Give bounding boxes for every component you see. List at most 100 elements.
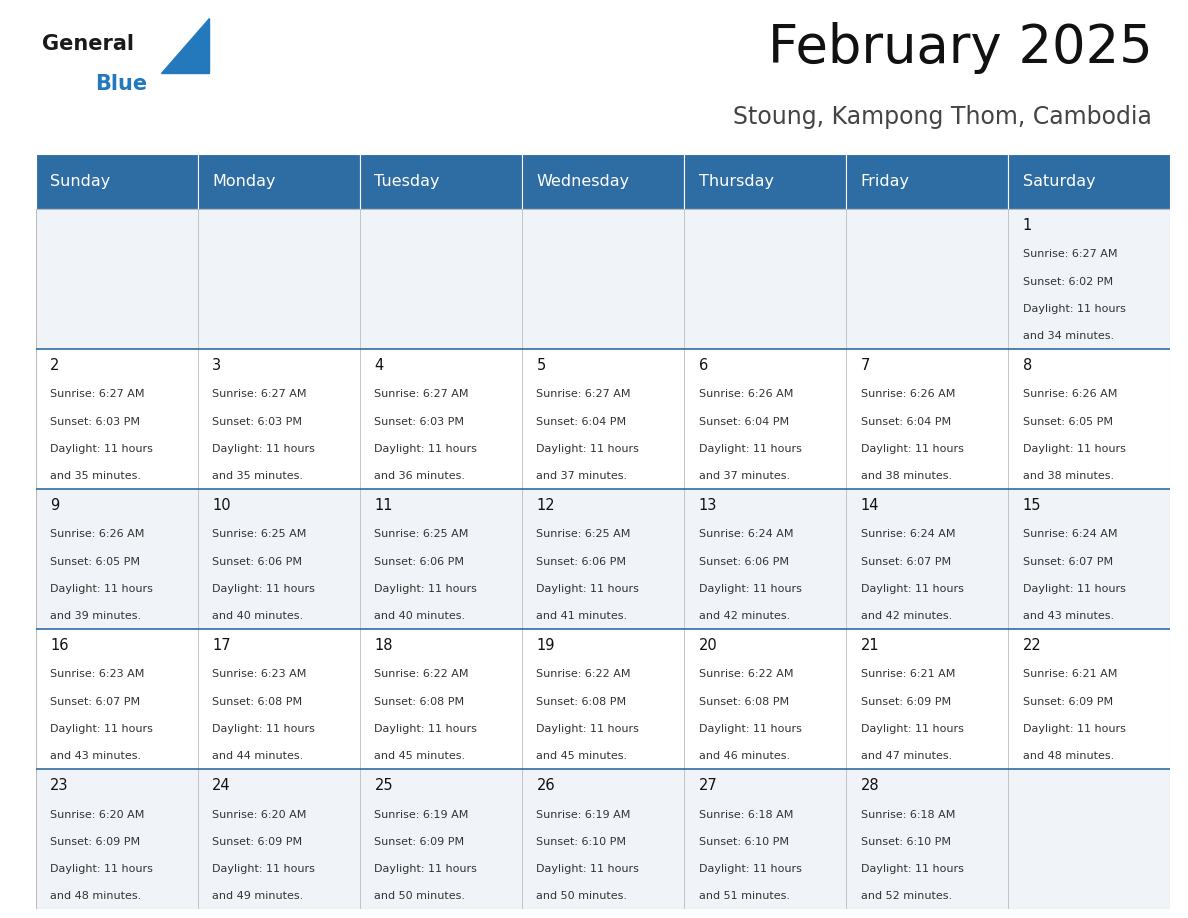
Text: Daylight: 11 hours: Daylight: 11 hours (374, 584, 478, 594)
Text: Sunset: 6:04 PM: Sunset: 6:04 PM (860, 417, 950, 427)
Bar (197, 768, 360, 909)
Text: and 48 minutes.: and 48 minutes. (50, 891, 141, 901)
Text: and 35 minutes.: and 35 minutes. (213, 471, 303, 481)
Text: Daylight: 11 hours: Daylight: 11 hours (213, 444, 315, 454)
Text: Sunrise: 6:24 AM: Sunrise: 6:24 AM (699, 530, 794, 540)
Text: Sunset: 6:09 PM: Sunset: 6:09 PM (1023, 697, 1113, 707)
Text: 26: 26 (537, 778, 555, 793)
Text: 25: 25 (374, 778, 393, 793)
Text: Sunset: 6:09 PM: Sunset: 6:09 PM (374, 837, 465, 846)
Bar (197, 349, 360, 488)
Text: Sunset: 6:03 PM: Sunset: 6:03 PM (213, 417, 302, 427)
Text: and 45 minutes.: and 45 minutes. (374, 752, 466, 761)
Bar (846, 488, 1009, 629)
Text: Sunset: 6:06 PM: Sunset: 6:06 PM (213, 556, 302, 566)
Text: Daylight: 11 hours: Daylight: 11 hours (1023, 304, 1125, 314)
Text: Daylight: 11 hours: Daylight: 11 hours (213, 724, 315, 734)
Text: and 36 minutes.: and 36 minutes. (374, 471, 466, 481)
Text: Sunrise: 6:18 AM: Sunrise: 6:18 AM (860, 810, 955, 820)
Bar (360, 488, 522, 629)
Text: Daylight: 11 hours: Daylight: 11 hours (213, 584, 315, 594)
Text: 7: 7 (860, 358, 870, 373)
Text: Stoung, Kampong Thom, Cambodia: Stoung, Kampong Thom, Cambodia (733, 105, 1152, 129)
Text: Sunrise: 6:18 AM: Sunrise: 6:18 AM (699, 810, 792, 820)
Text: 5: 5 (537, 358, 545, 373)
Bar (360, 768, 522, 909)
Bar (522, 488, 684, 629)
Text: and 40 minutes.: and 40 minutes. (213, 611, 303, 621)
Text: Daylight: 11 hours: Daylight: 11 hours (1023, 584, 1125, 594)
Bar (360, 629, 522, 768)
Text: Sunrise: 6:27 AM: Sunrise: 6:27 AM (50, 389, 145, 399)
Text: Daylight: 11 hours: Daylight: 11 hours (374, 724, 478, 734)
Text: February 2025: February 2025 (767, 22, 1152, 73)
Text: and 52 minutes.: and 52 minutes. (860, 891, 952, 901)
Text: 19: 19 (537, 638, 555, 653)
Text: Daylight: 11 hours: Daylight: 11 hours (537, 444, 639, 454)
Text: and 43 minutes.: and 43 minutes. (50, 752, 141, 761)
Bar (684, 768, 846, 909)
Text: Daylight: 11 hours: Daylight: 11 hours (537, 864, 639, 874)
Bar (522, 629, 684, 768)
Text: and 42 minutes.: and 42 minutes. (860, 611, 952, 621)
Bar (1009, 154, 1170, 208)
Text: Sunrise: 6:27 AM: Sunrise: 6:27 AM (374, 389, 469, 399)
Text: 18: 18 (374, 638, 393, 653)
Bar (36, 629, 197, 768)
Bar (197, 488, 360, 629)
Text: 12: 12 (537, 498, 555, 513)
Text: Sunset: 6:06 PM: Sunset: 6:06 PM (374, 556, 465, 566)
Text: Sunset: 6:03 PM: Sunset: 6:03 PM (374, 417, 465, 427)
Bar (197, 208, 360, 349)
Text: Sunrise: 6:26 AM: Sunrise: 6:26 AM (860, 389, 955, 399)
Text: 20: 20 (699, 638, 718, 653)
Text: Sunrise: 6:21 AM: Sunrise: 6:21 AM (860, 669, 955, 679)
Text: 3: 3 (213, 358, 221, 373)
Text: Sunset: 6:09 PM: Sunset: 6:09 PM (213, 837, 303, 846)
Text: 6: 6 (699, 358, 708, 373)
Text: 8: 8 (1023, 358, 1032, 373)
Text: Sunset: 6:08 PM: Sunset: 6:08 PM (213, 697, 303, 707)
Text: Monday: Monday (213, 174, 276, 189)
Text: Daylight: 11 hours: Daylight: 11 hours (860, 444, 963, 454)
Bar (36, 488, 197, 629)
Bar (36, 768, 197, 909)
Text: Daylight: 11 hours: Daylight: 11 hours (50, 864, 153, 874)
Text: and 46 minutes.: and 46 minutes. (699, 752, 790, 761)
Text: Sunset: 6:08 PM: Sunset: 6:08 PM (374, 697, 465, 707)
Text: Daylight: 11 hours: Daylight: 11 hours (374, 444, 478, 454)
Text: 9: 9 (50, 498, 59, 513)
Text: Sunrise: 6:26 AM: Sunrise: 6:26 AM (1023, 389, 1117, 399)
Bar (522, 768, 684, 909)
Bar (684, 208, 846, 349)
Text: 10: 10 (213, 498, 230, 513)
Text: Sunset: 6:07 PM: Sunset: 6:07 PM (50, 697, 140, 707)
Text: Sunrise: 6:19 AM: Sunrise: 6:19 AM (537, 810, 631, 820)
Text: 21: 21 (860, 638, 879, 653)
Text: and 37 minutes.: and 37 minutes. (537, 471, 627, 481)
Text: Sunrise: 6:22 AM: Sunrise: 6:22 AM (537, 669, 631, 679)
Text: Sunrise: 6:27 AM: Sunrise: 6:27 AM (1023, 250, 1117, 259)
Text: Daylight: 11 hours: Daylight: 11 hours (537, 724, 639, 734)
Text: and 40 minutes.: and 40 minutes. (374, 611, 466, 621)
Text: Sunset: 6:07 PM: Sunset: 6:07 PM (1023, 556, 1113, 566)
Text: Sunrise: 6:25 AM: Sunrise: 6:25 AM (213, 530, 307, 540)
Bar (684, 154, 846, 208)
Polygon shape (160, 18, 209, 73)
Bar (846, 208, 1009, 349)
Text: Sunset: 6:05 PM: Sunset: 6:05 PM (1023, 417, 1113, 427)
Text: and 38 minutes.: and 38 minutes. (860, 471, 952, 481)
Bar (36, 349, 197, 488)
Bar (846, 349, 1009, 488)
Text: Sunday: Sunday (50, 174, 110, 189)
Text: Sunset: 6:09 PM: Sunset: 6:09 PM (50, 837, 140, 846)
Bar (684, 349, 846, 488)
Bar (1009, 629, 1170, 768)
Text: Sunset: 6:10 PM: Sunset: 6:10 PM (860, 837, 950, 846)
Text: 4: 4 (374, 358, 384, 373)
Bar (197, 154, 360, 208)
Text: Sunrise: 6:27 AM: Sunrise: 6:27 AM (537, 389, 631, 399)
Bar (684, 629, 846, 768)
Bar (522, 349, 684, 488)
Text: Sunset: 6:10 PM: Sunset: 6:10 PM (537, 837, 626, 846)
